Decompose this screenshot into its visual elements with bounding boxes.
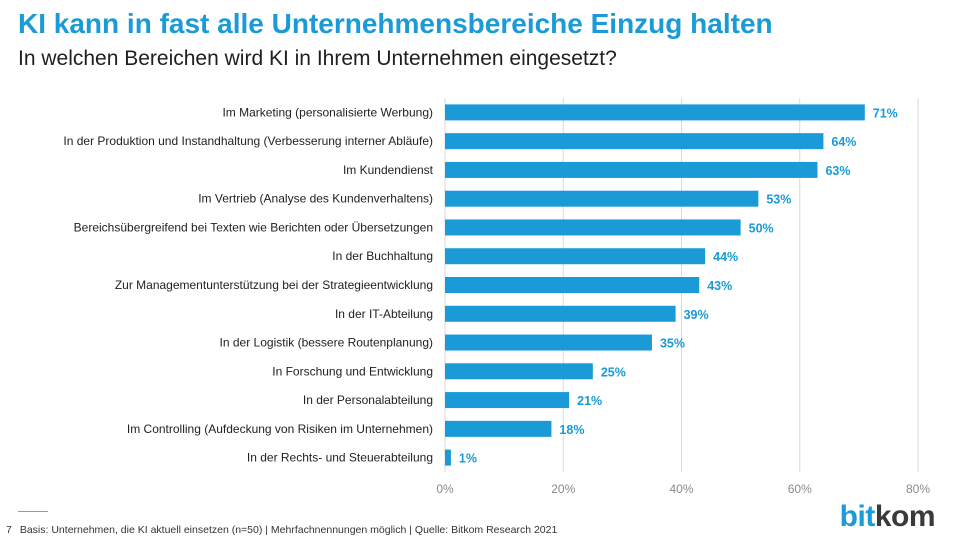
value-label: 25% (601, 365, 626, 379)
page-title: KI kann in fast alle Unternehmensbereich… (18, 8, 773, 39)
x-tick-label: 60% (788, 482, 812, 496)
bar (445, 248, 706, 265)
value-label: 35% (660, 337, 685, 351)
bar (445, 219, 741, 236)
category-label: In der Rechts- und Steuerabteilung (247, 451, 433, 465)
bitkom-logo: bitkom (839, 500, 936, 533)
bar (445, 277, 700, 293)
value-label: 18% (559, 423, 584, 437)
footer-divider (18, 511, 48, 512)
bar (445, 190, 759, 207)
page-subtitle: In welchen Bereichen wird KI in Ihrem Un… (18, 47, 617, 70)
value-label: 39% (684, 308, 709, 322)
x-tick-label: 20% (551, 482, 575, 496)
category-label: Im Marketing (personalisierte Werbung) (222, 105, 433, 119)
category-label: In der Logistik (bessere Routenplanung) (220, 336, 433, 350)
page-number: 7 (6, 524, 12, 536)
value-label: 1% (459, 452, 477, 466)
x-tick-label: 80% (906, 482, 930, 496)
bar (445, 133, 824, 150)
category-label: Im Vertrieb (Analyse des Kundenverhalten… (198, 192, 433, 206)
bar (445, 305, 676, 322)
bar (445, 334, 652, 351)
bar (445, 392, 570, 409)
value-label: 44% (713, 250, 738, 264)
bar (445, 104, 865, 121)
category-label: In der Personalabteilung (303, 393, 433, 407)
category-label: Im Controlling (Aufdeckung von Risiken i… (127, 422, 433, 436)
bar (445, 420, 552, 437)
category-label: In der Buchhaltung (332, 249, 433, 263)
value-label: 64% (831, 135, 856, 149)
bar (445, 363, 593, 380)
value-label: 21% (577, 394, 602, 408)
value-label: 53% (766, 193, 791, 207)
value-label: 43% (707, 279, 732, 293)
bar (445, 449, 451, 466)
source-note: Basis: Unternehmen, die KI aktuell einse… (19, 524, 558, 536)
x-tick-label: 40% (669, 482, 693, 496)
bar (445, 161, 818, 178)
value-label: 63% (825, 164, 850, 178)
category-label: In der IT-Abteilung (335, 307, 433, 321)
category-label: Im Kundendienst (343, 163, 434, 177)
x-tick-label: 0% (436, 482, 454, 496)
category-label: Bereichsübergreifend bei Texten wie Beri… (74, 220, 433, 234)
category-label: Zur Managementunterstützung bei der Stra… (115, 278, 433, 292)
logo-part-bit: bit (839, 500, 876, 533)
value-label: 50% (749, 221, 774, 235)
footer: 7 Basis: Unternehmen, die KI aktuell eins… (6, 524, 557, 536)
logo-part-kom: kom (874, 500, 936, 533)
category-label: In Forschung und Entwicklung (272, 364, 433, 378)
value-label: 71% (873, 106, 898, 120)
category-label: In der Produktion und Instandhaltung (Ve… (63, 134, 433, 148)
